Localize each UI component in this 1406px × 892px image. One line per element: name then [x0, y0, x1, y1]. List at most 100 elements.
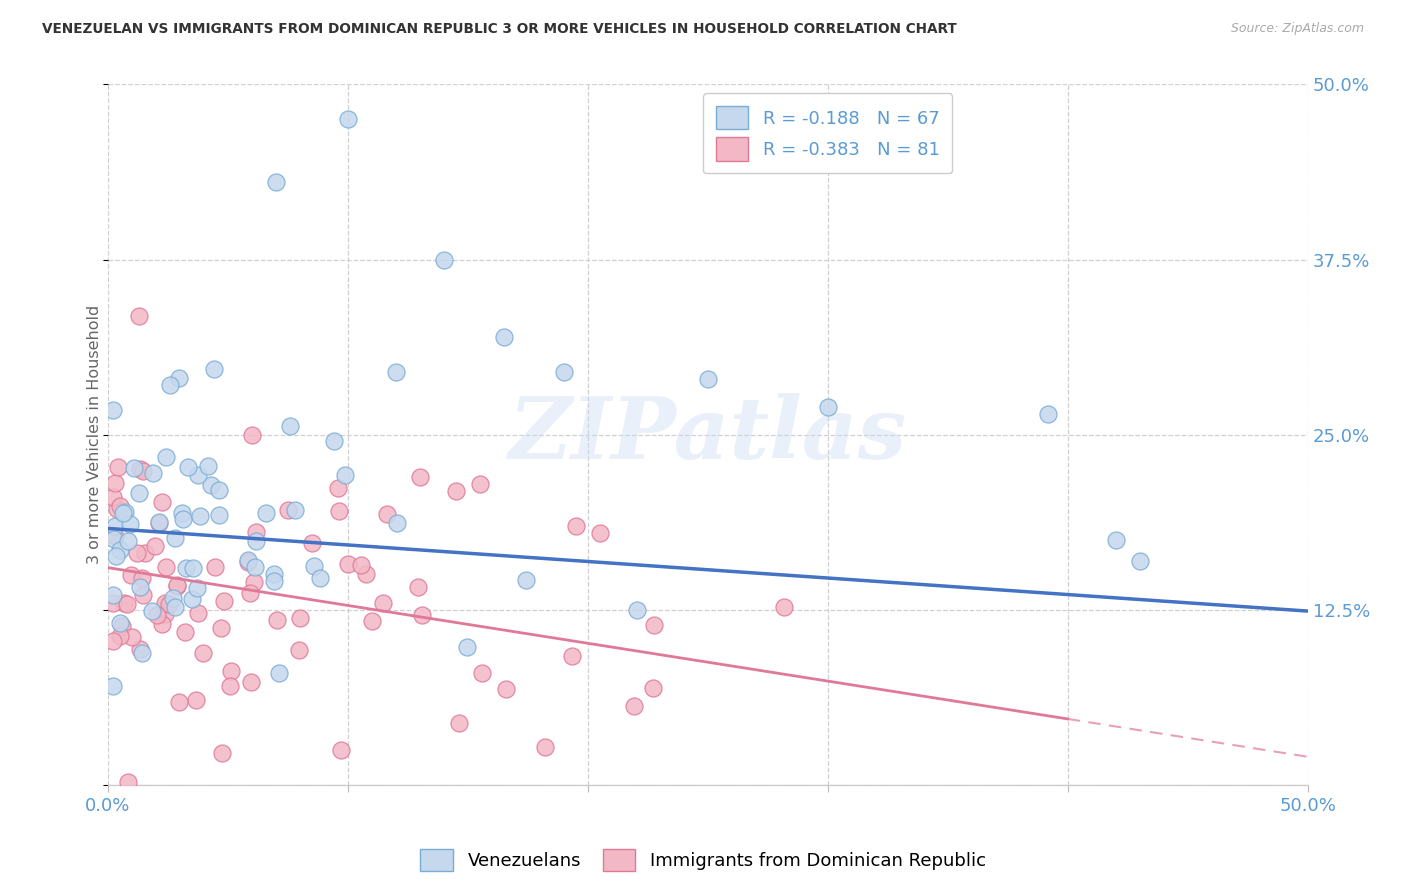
Point: [406, 580, 429, 594]
Point: [111, 507, 134, 521]
Point: [186, 582, 208, 596]
Point: [623, 699, 645, 714]
Point: [101, 589, 124, 603]
Point: [146, 607, 169, 622]
Point: [515, 573, 537, 587]
Point: [104, 529, 127, 543]
Point: [117, 774, 139, 789]
Point: [167, 696, 190, 710]
Point: [333, 467, 356, 482]
Point: [471, 665, 494, 680]
Point: [350, 558, 373, 572]
Text: ZIPatlas: ZIPatlas: [509, 392, 907, 476]
Point: [277, 503, 299, 517]
Point: [1129, 554, 1152, 568]
Point: [495, 681, 517, 696]
Point: [643, 618, 665, 632]
Point: [266, 613, 288, 627]
Point: [166, 579, 188, 593]
Point: [186, 693, 208, 707]
Point: [221, 664, 243, 678]
Point: [142, 466, 165, 480]
Point: [148, 516, 170, 530]
Point: [301, 535, 323, 549]
Point: [121, 630, 143, 644]
Point: [105, 549, 128, 564]
Text: Source: ZipAtlas.com: Source: ZipAtlas.com: [1230, 22, 1364, 36]
Point: [187, 606, 209, 620]
Point: [243, 575, 266, 590]
Point: [120, 567, 142, 582]
Point: [240, 675, 263, 690]
Point: [176, 560, 198, 574]
Point: [641, 681, 664, 695]
Point: [108, 615, 131, 630]
Point: [239, 586, 262, 600]
Point: [238, 553, 260, 567]
Point: [131, 571, 153, 585]
Point: [561, 648, 583, 663]
Point: [385, 516, 408, 531]
Point: [209, 621, 232, 635]
Point: [626, 603, 648, 617]
Text: VENEZUELAN VS IMMIGRANTS FROM DOMINICAN REPUBLIC 3 OR MORE VEHICLES IN HOUSEHOLD: VENEZUELAN VS IMMIGRANTS FROM DOMINICAN …: [42, 22, 957, 37]
Point: [208, 508, 231, 522]
Point: [263, 574, 285, 588]
Point: [187, 467, 209, 482]
Point: [157, 598, 180, 612]
Point: [118, 516, 141, 531]
Point: [589, 525, 612, 540]
Point: [409, 469, 432, 483]
Point: [326, 481, 349, 495]
Point: [172, 512, 194, 526]
Point: [105, 501, 128, 516]
Point: [128, 309, 150, 323]
Point: [433, 252, 456, 267]
Point: [153, 596, 176, 610]
Point: [114, 505, 136, 519]
Point: [565, 518, 588, 533]
Point: [162, 591, 184, 605]
Point: [188, 508, 211, 523]
Point: [212, 593, 235, 607]
Point: [696, 371, 718, 385]
Point: [288, 611, 311, 625]
Point: [101, 633, 124, 648]
Point: [240, 427, 263, 442]
Point: [553, 365, 575, 379]
Point: [153, 607, 176, 622]
Point: [284, 503, 307, 517]
Point: [101, 402, 124, 417]
Point: [134, 546, 156, 560]
Point: [124, 460, 146, 475]
Point: [211, 746, 233, 760]
Point: [375, 507, 398, 521]
Point: [101, 679, 124, 693]
Point: [104, 519, 127, 533]
Point: [329, 743, 352, 757]
Point: [150, 617, 173, 632]
Point: [128, 642, 150, 657]
Point: [104, 476, 127, 491]
Point: [167, 370, 190, 384]
Point: [108, 629, 131, 643]
Point: [336, 558, 359, 572]
Point: [173, 625, 195, 640]
Point: [141, 604, 163, 618]
Point: [131, 647, 153, 661]
Point: [269, 666, 291, 681]
Point: [322, 434, 344, 448]
Point: [148, 515, 170, 529]
Point: [263, 567, 285, 582]
Point: [103, 532, 125, 546]
Point: [181, 561, 204, 575]
Point: [200, 478, 222, 492]
Point: [128, 462, 150, 476]
Point: [107, 460, 129, 475]
Legend: Venezuelans, Immigrants from Dominican Republic: Venezuelans, Immigrants from Dominican R…: [413, 842, 993, 879]
Point: [128, 485, 150, 500]
Point: [302, 558, 325, 573]
Point: [492, 329, 515, 343]
Point: [288, 643, 311, 657]
Point: [165, 531, 187, 545]
